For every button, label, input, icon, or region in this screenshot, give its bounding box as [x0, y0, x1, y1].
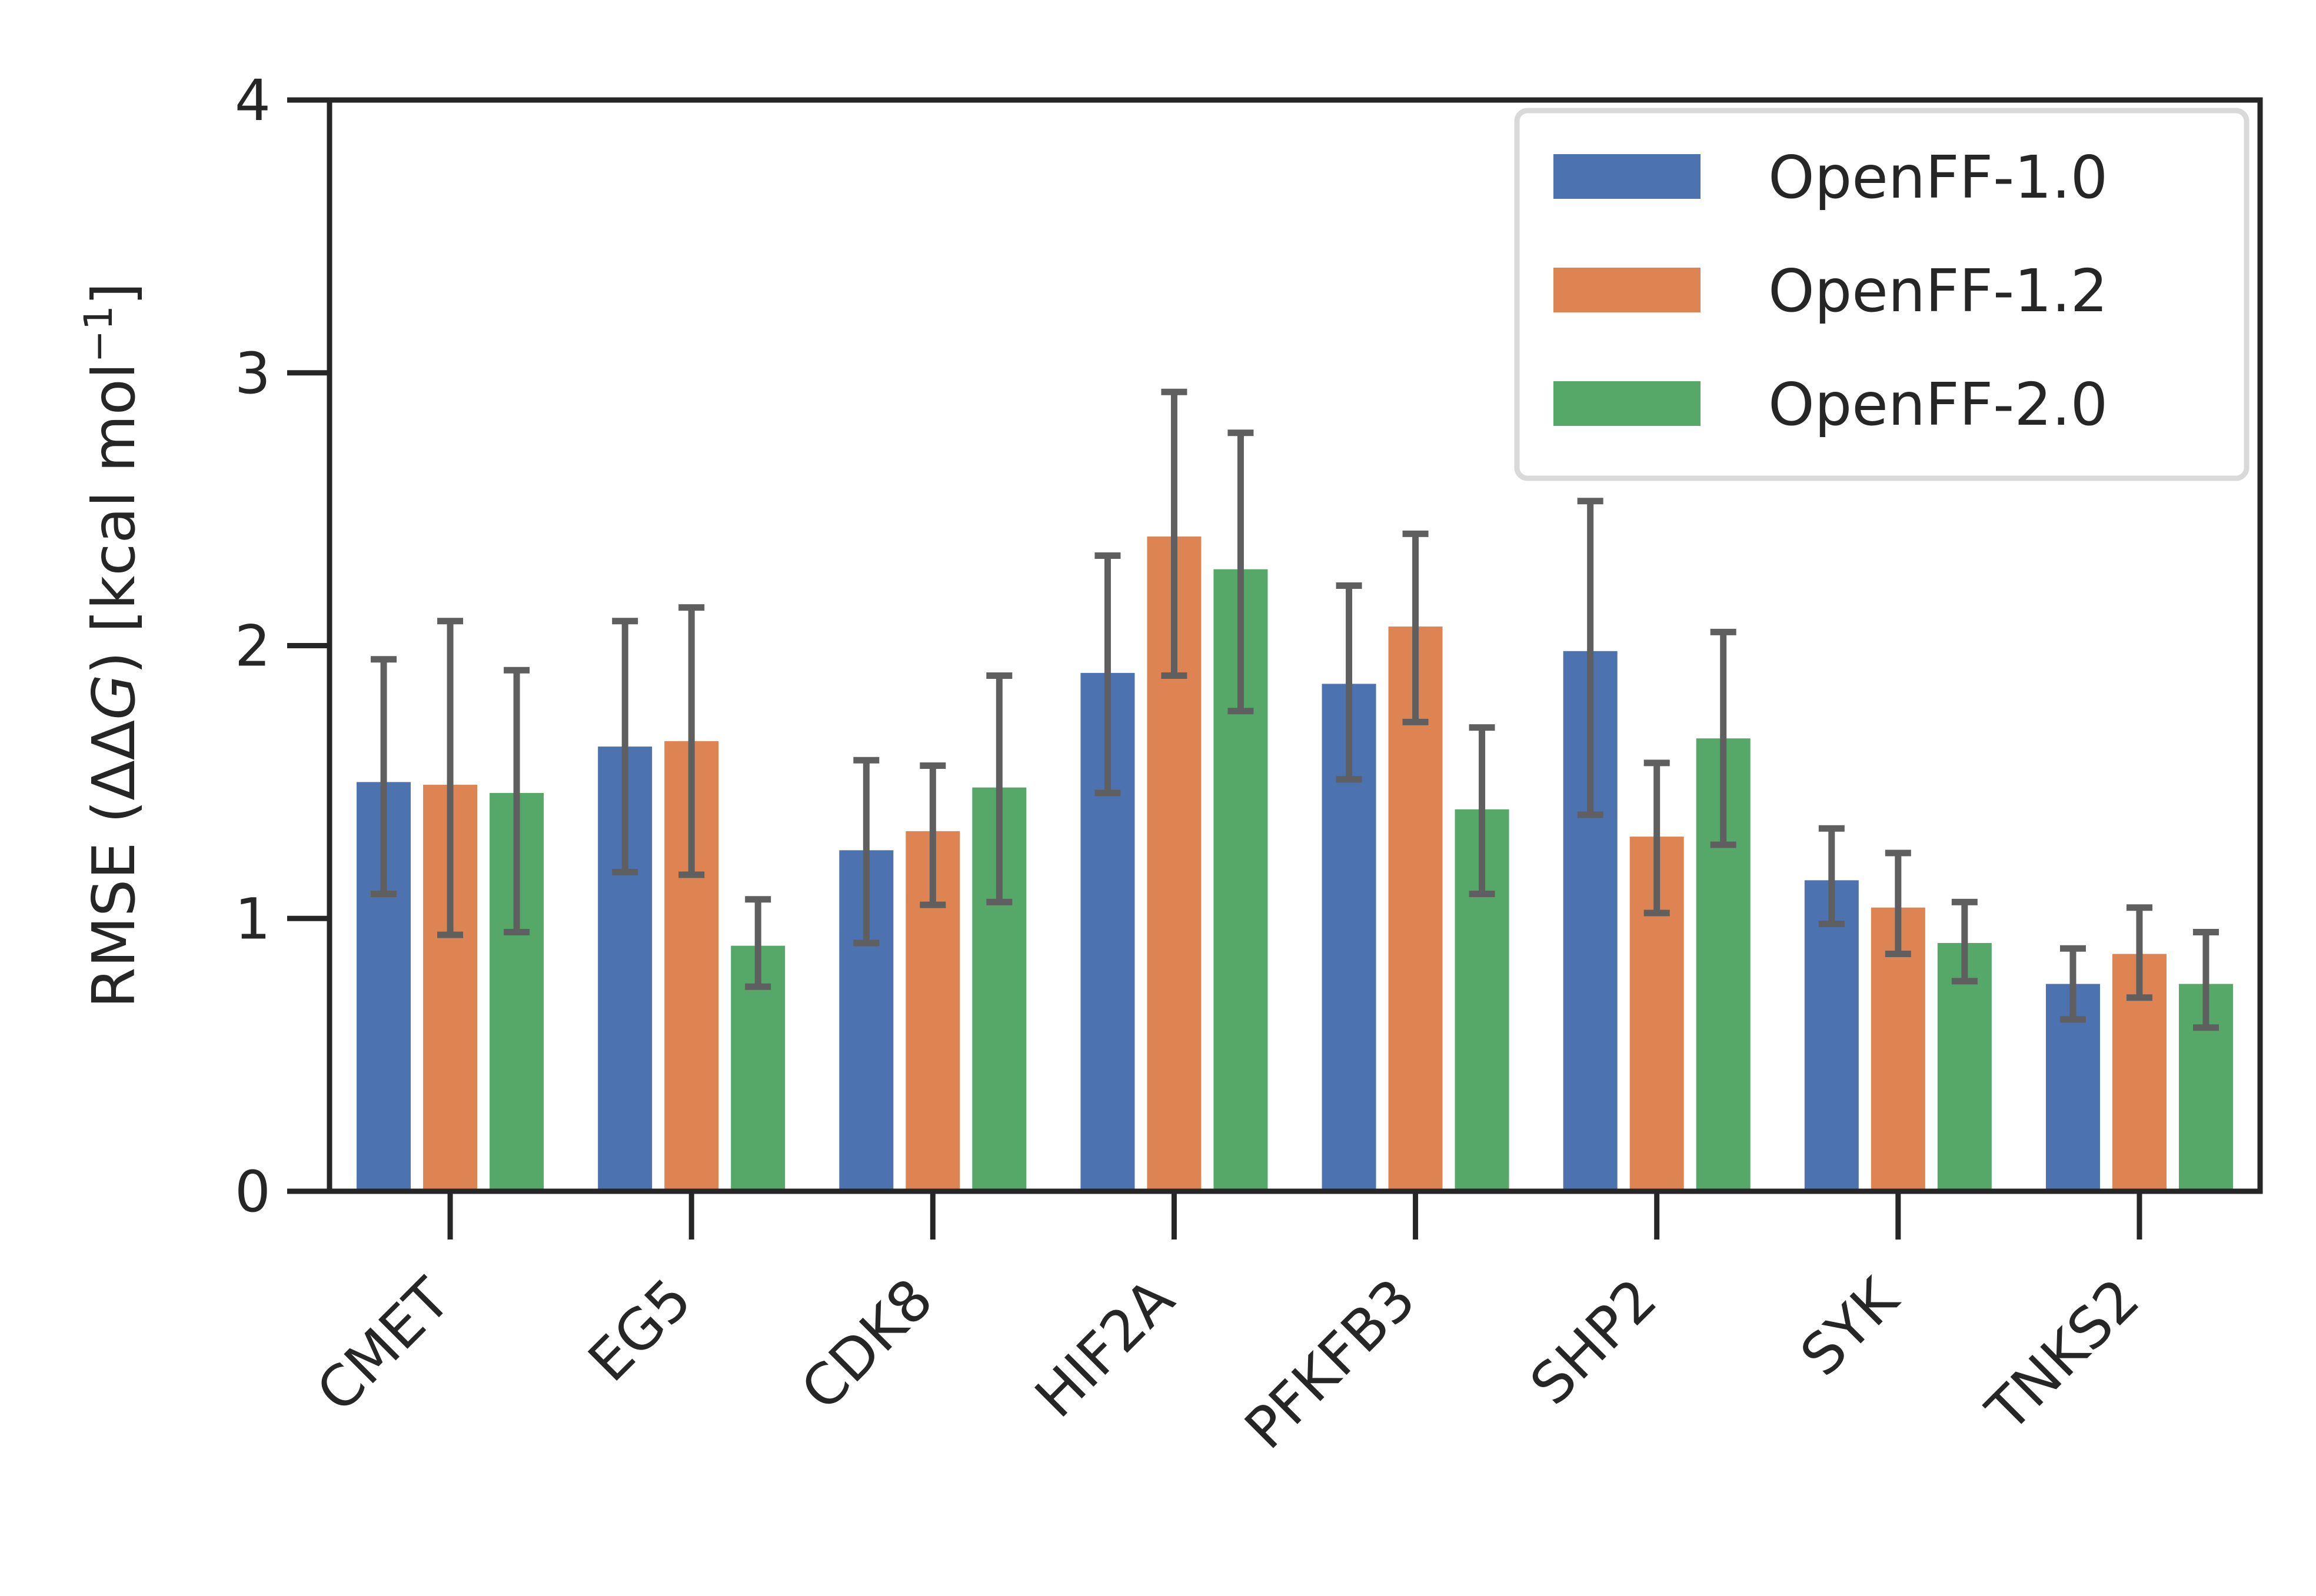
error-bar-shp2-series-1 [1577, 498, 1603, 818]
error-bar-hif2a-series-3 [1227, 429, 1254, 715]
error-bar-eg5-series-1 [612, 618, 638, 875]
error-bar-tnks2-series-1 [2059, 945, 2086, 1023]
error-bar-cmet-series-1 [371, 656, 397, 898]
error-bar-syk-series-2 [1885, 849, 1911, 958]
error-bar-pfkfb3-series-2 [1402, 530, 1429, 725]
y-tick-label: 4 [235, 68, 271, 134]
y-tick-label: 2 [235, 614, 271, 679]
y-tick-label: 3 [235, 341, 271, 407]
error-bars-layer [371, 388, 2219, 1031]
error-bar-cmet-series-3 [504, 667, 530, 935]
y-tick-label: 0 [235, 1159, 271, 1225]
legend-swatch-1 [1553, 154, 1701, 199]
legend: OpenFF-1.0 OpenFF-1.2 OpenFF-2.0 [1514, 108, 2250, 481]
error-bar-shp2-series-3 [1710, 628, 1736, 848]
error-bar-syk-series-3 [1951, 898, 1978, 985]
error-bar-cmet-series-2 [437, 618, 464, 938]
error-bar-cdk8-series-3 [986, 672, 1013, 905]
error-bar-eg5-series-3 [745, 896, 771, 990]
error-bar-eg5-series-2 [678, 604, 705, 878]
y-tick-label: 1 [235, 886, 271, 952]
error-bar-shp2-series-2 [1643, 759, 1670, 917]
legend-swatch-3 [1553, 381, 1701, 426]
error-bar-syk-series-1 [1818, 825, 1845, 928]
legend-label-1: OpenFF-1.0 [1768, 143, 2108, 212]
y-axis: 0 1 2 3 4 [235, 68, 330, 1225]
y-axis-label: RMSE (ΔΔG) [kcal mol−1] [76, 282, 149, 1008]
error-bar-tnks2-series-3 [2192, 928, 2219, 1031]
legend-label-3: OpenFF-2.0 [1768, 370, 2108, 439]
error-bar-tnks2-series-2 [2126, 904, 2152, 1001]
bars-layer [357, 537, 2233, 1191]
error-bar-pfkfb3-series-1 [1336, 582, 1362, 783]
error-bar-hif2a-series-1 [1094, 552, 1121, 797]
legend-label-2: OpenFF-1.2 [1768, 256, 2108, 325]
error-bar-cdk8-series-1 [853, 757, 880, 947]
legend-swatch-2 [1553, 268, 1701, 312]
error-bar-pfkfb3-series-3 [1469, 724, 1495, 898]
bar-syk-series-1 [1804, 880, 1859, 1191]
error-bar-cdk8-series-2 [920, 762, 946, 908]
error-bar-hif2a-series-2 [1161, 388, 1187, 679]
